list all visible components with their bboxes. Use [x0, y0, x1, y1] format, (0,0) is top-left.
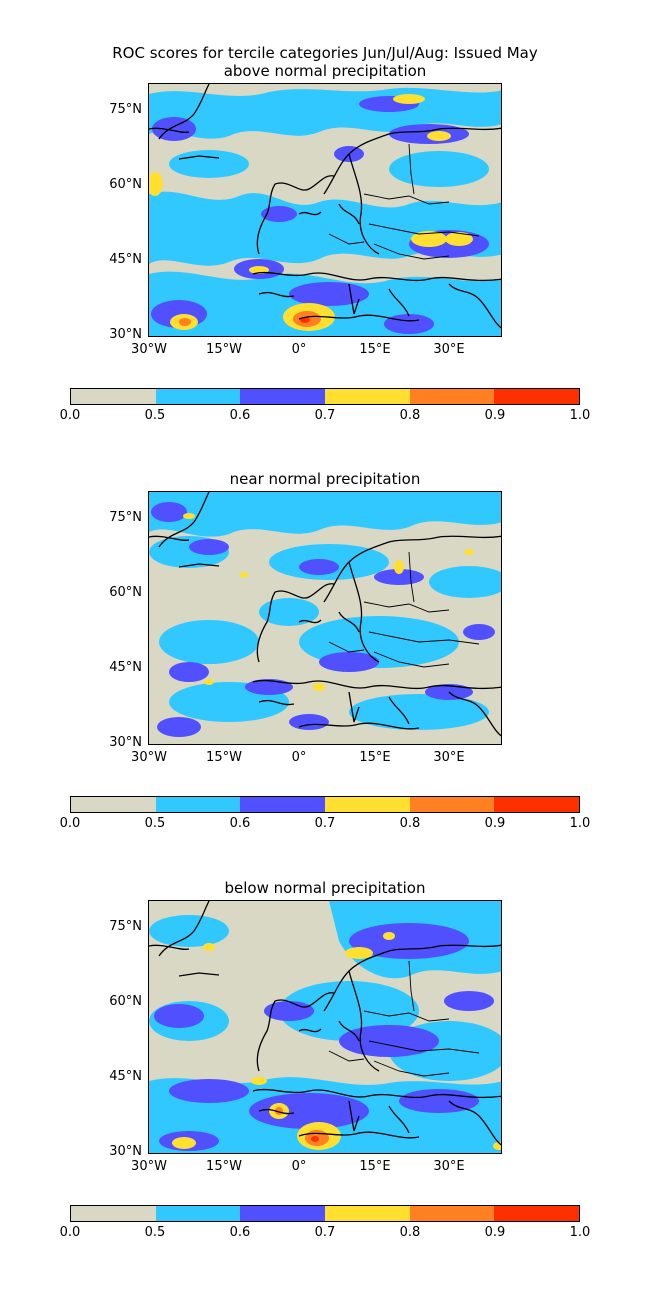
colorbar-tick: 0.9: [484, 408, 506, 423]
colorbar-tick: 0.6: [229, 1225, 251, 1240]
lat-label-60: 60°N: [109, 994, 142, 1009]
lon-label-15e: 15°E: [359, 342, 391, 357]
colorbar-tick: 0.7: [314, 816, 336, 831]
colorbar-1: [70, 388, 580, 405]
roc-field-near: [149, 492, 501, 737]
lon-label-15e: 15°E: [359, 750, 391, 765]
colorbar-tick: 0.8: [399, 1225, 421, 1240]
lon-label-15w: 15°W: [206, 1159, 242, 1174]
colorbar-tick: 1.0: [569, 816, 591, 831]
colorbar-segment: [155, 389, 241, 404]
lon-label-15w: 15°W: [206, 342, 242, 357]
lat-label-75: 75°N: [109, 919, 142, 934]
colorbar-2: [70, 796, 580, 813]
colorbar-tick: 1.0: [569, 408, 591, 423]
colorbar-tick: 0.9: [484, 1225, 506, 1240]
lon-label-30e: 30°E: [433, 1159, 465, 1174]
lon-label-30w: 30°W: [131, 750, 167, 765]
lon-label-0: 0°: [291, 750, 307, 765]
lon-label-15w: 15°W: [206, 750, 242, 765]
colorbar-tick: 0.0: [59, 816, 81, 831]
lon-label-30e: 30°E: [433, 342, 465, 357]
colorbar-tick: 0.8: [399, 408, 421, 423]
colorbar-tick: 1.0: [569, 1225, 591, 1240]
lat-label-30: 30°N: [109, 1144, 142, 1159]
colorbar-segment: [409, 389, 495, 404]
colorbar-segment: [155, 1206, 241, 1221]
panel-title-above: above normal precipitation: [223, 62, 427, 80]
colorbar-segment: [240, 797, 326, 812]
map-near-normal: [148, 491, 502, 745]
colorbar-segment: [494, 797, 580, 812]
lon-label-30w: 30°W: [131, 342, 167, 357]
lat-label-75: 75°N: [109, 102, 142, 117]
lat-label-60: 60°N: [109, 177, 142, 192]
colorbar-tick: 0.5: [144, 408, 166, 423]
lon-label-30e: 30°E: [433, 750, 465, 765]
colorbar-segment: [325, 797, 410, 812]
map-above-normal: [148, 83, 502, 337]
lat-label-45: 45°N: [109, 1069, 142, 1084]
colorbar-3: [70, 1205, 580, 1222]
colorbar-segment: [155, 797, 241, 812]
colorbar-tick: 0.6: [229, 816, 251, 831]
colorbar-segment: [71, 797, 156, 812]
colorbar-segment: [240, 389, 326, 404]
lon-label-0: 0°: [291, 342, 307, 357]
lon-label-15e: 15°E: [359, 1159, 391, 1174]
colorbar-tick: 0.5: [144, 816, 166, 831]
colorbar-segment: [240, 1206, 326, 1221]
colorbar-tick: 0.9: [484, 816, 506, 831]
roc-field-below: [149, 901, 501, 1153]
lat-label-75: 75°N: [109, 510, 142, 525]
lat-label-30: 30°N: [109, 735, 142, 750]
colorbar-segment: [325, 389, 410, 404]
colorbar-segment: [71, 389, 156, 404]
lat-label-45: 45°N: [109, 660, 142, 675]
lat-label-60: 60°N: [109, 585, 142, 600]
colorbar-segment: [494, 1206, 580, 1221]
colorbar-segment: [409, 797, 495, 812]
lat-label-45: 45°N: [109, 252, 142, 267]
panel-title-near: near normal precipitation: [229, 470, 421, 488]
lon-label-30w: 30°W: [131, 1159, 167, 1174]
colorbar-tick: 0.0: [59, 1225, 81, 1240]
panel-title-below: below normal precipitation: [224, 879, 426, 897]
colorbar-segment: [409, 1206, 495, 1221]
map-below-normal: [148, 900, 502, 1154]
roc-field-above: [149, 84, 501, 336]
lat-label-30: 30°N: [109, 327, 142, 342]
colorbar-tick: 0.5: [144, 1225, 166, 1240]
colorbar-tick: 0.0: [59, 408, 81, 423]
colorbar-segment: [494, 389, 580, 404]
lon-label-0: 0°: [291, 1159, 307, 1174]
colorbar-tick: 0.8: [399, 816, 421, 831]
figure-title: ROC scores for tercile categories Jun/Ju…: [112, 44, 538, 62]
colorbar-tick: 0.6: [229, 408, 251, 423]
colorbar-segment: [71, 1206, 156, 1221]
colorbar-tick: 0.7: [314, 1225, 336, 1240]
colorbar-tick: 0.7: [314, 408, 336, 423]
colorbar-segment: [325, 1206, 410, 1221]
